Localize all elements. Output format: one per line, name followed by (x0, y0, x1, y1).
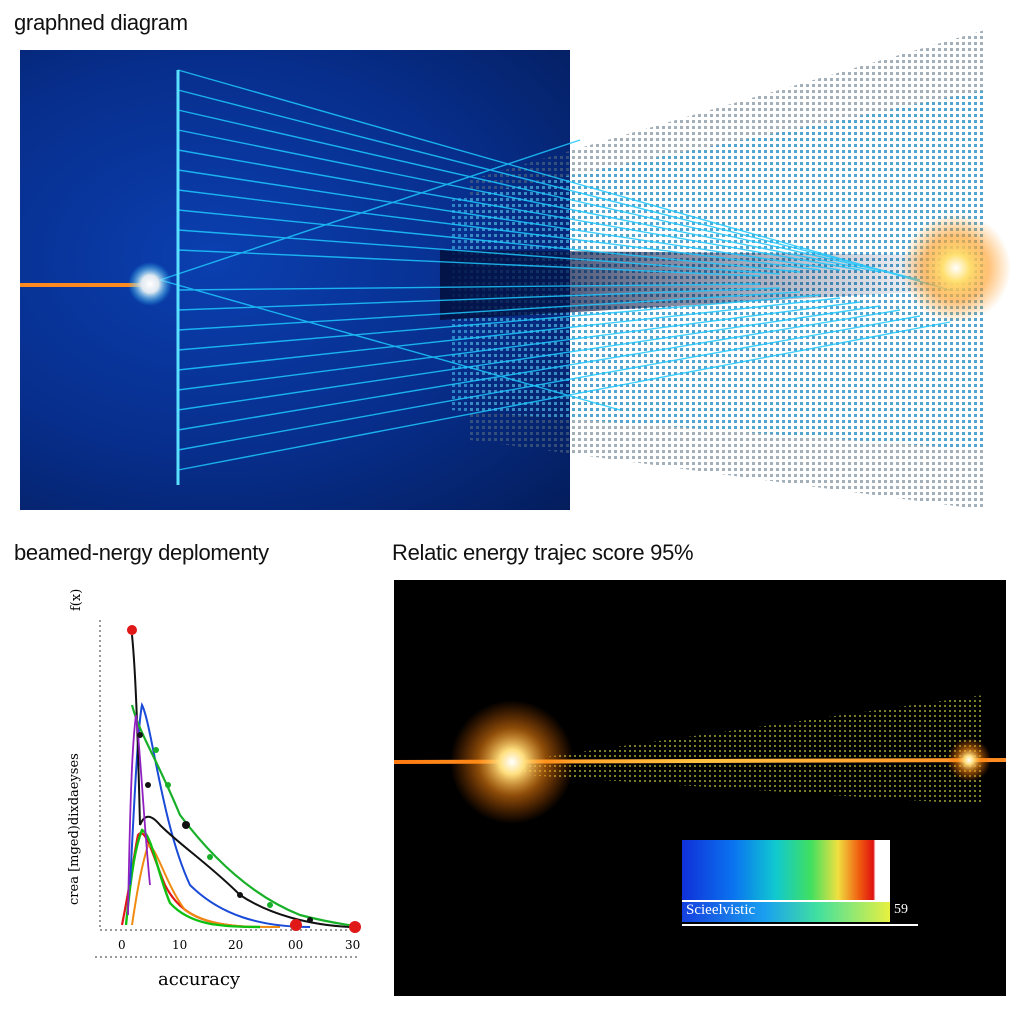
heatmap-value: 59 (894, 902, 908, 917)
y-top-label: f(x) (69, 589, 84, 611)
blue-beam-fan (159, 69, 951, 471)
y-axis-label: crea [mged)dixdaeyses (67, 753, 82, 905)
series-green-long (130, 704, 361, 929)
energy-chart: f(x) crea [mged)dixdaeyses 0 10 20 00 30… (67, 589, 361, 990)
series-points-black (137, 732, 313, 923)
heatmap-underline (682, 924, 918, 926)
series-purple (127, 714, 151, 916)
panel-title: Relatic energy trajec score 95% (392, 540, 694, 565)
trajectory-end-glow (947, 738, 991, 782)
series-blue (129, 701, 311, 928)
energy-trajectory-panel: Scieelvistic 59 (394, 580, 1006, 996)
x-axis-label: accuracy (158, 969, 241, 990)
heatmap (682, 840, 890, 902)
x-tick-4: 30 (345, 938, 360, 952)
trajectory-beam (394, 695, 1006, 824)
chart-title: beamed-nergy deplomenty (14, 540, 269, 565)
series-points-red (127, 625, 361, 933)
diagram-title: graphned diagram (14, 10, 188, 35)
beam-source (128, 262, 172, 306)
series-green (124, 828, 261, 929)
x-tick-2: 20 (228, 938, 243, 952)
x-tick-1: 10 (172, 938, 187, 952)
trajectory-cone (524, 695, 984, 805)
x-tick-3: 00 (288, 938, 303, 952)
heatmap-label: Scieelvistic (686, 902, 756, 918)
series-points-green (153, 747, 273, 908)
x-tick-0: 0 (118, 938, 126, 952)
trajectory-flare (450, 700, 574, 824)
beam-target (901, 213, 1011, 323)
beam-diagram (20, 30, 1011, 510)
heatmap-colorbar (682, 900, 890, 922)
